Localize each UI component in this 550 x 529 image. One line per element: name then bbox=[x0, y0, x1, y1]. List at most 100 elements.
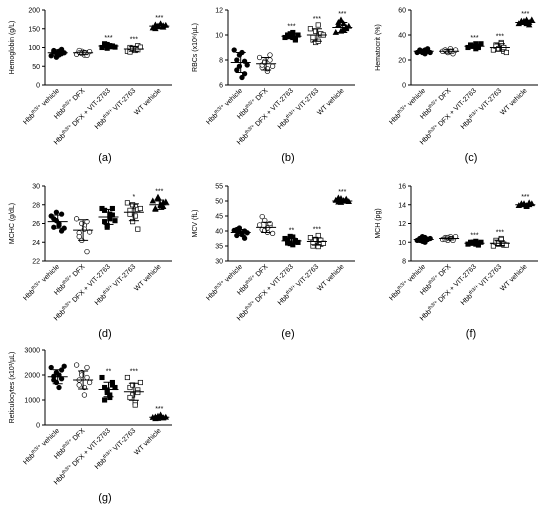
panel: 0 50 100 150 200 Hemoglobin (g/L) Hbbth3/+ veh… bbox=[9, 8, 172, 164]
x-tick-label: Hbbth3/+ vehicle bbox=[21, 262, 61, 302]
y-axis-label: Hematocrit (%) bbox=[375, 24, 382, 71]
significance: *** bbox=[287, 24, 295, 31]
x-tick-label: Hbbth3/+ vehicle bbox=[21, 426, 61, 466]
x-tick-label: WT vehicle bbox=[133, 87, 162, 116]
significance: *** bbox=[521, 194, 529, 201]
data-point bbox=[135, 389, 141, 396]
data-point bbox=[109, 205, 115, 212]
label-part: DFX bbox=[70, 87, 86, 103]
label-part: WT vehicle bbox=[316, 263, 345, 292]
data-point bbox=[137, 205, 143, 212]
y-tick-label: 10 bbox=[215, 33, 223, 40]
y-tick-label: 150 bbox=[28, 26, 40, 33]
label-part: vehicle bbox=[39, 263, 61, 285]
data-point bbox=[267, 57, 273, 63]
data-point bbox=[112, 218, 118, 224]
data-point bbox=[99, 374, 105, 381]
significance: *** bbox=[130, 369, 138, 376]
data-point bbox=[135, 47, 141, 53]
significance: *** bbox=[313, 227, 321, 234]
data-point bbox=[132, 213, 138, 219]
x-tick-label: Hbbth3/+ vehicle bbox=[387, 262, 427, 302]
y-axis-label: MCV (fL) bbox=[192, 210, 199, 238]
x-tick-label: Hbbth3/+ vehicle bbox=[21, 86, 61, 126]
y-tick-label: 12 bbox=[398, 221, 406, 228]
data-point bbox=[234, 57, 240, 63]
label-part: DFX bbox=[436, 263, 452, 279]
x-tick-label: WT vehicle bbox=[316, 87, 345, 116]
x-tick-label: WT vehicle bbox=[133, 263, 162, 292]
y-tick-label: 1000 bbox=[24, 398, 40, 405]
data-point bbox=[86, 379, 93, 386]
y-tick-label: 2000 bbox=[24, 373, 40, 380]
label-part: WT vehicle bbox=[499, 263, 528, 292]
label-part: WT vehicle bbox=[133, 427, 162, 456]
data-point bbox=[84, 364, 90, 371]
data-point bbox=[76, 233, 82, 240]
data-point bbox=[130, 202, 136, 208]
y-tick-label: 55 bbox=[215, 184, 223, 191]
data-point bbox=[81, 392, 88, 398]
y-tick-label: 40 bbox=[215, 229, 223, 236]
label-part: WT vehicle bbox=[316, 87, 345, 116]
panel: 30 35 40 45 50 55 MCV (fL) Hbbth3/+ vehicle Hbbt… bbox=[192, 184, 355, 340]
panel-label: (d) bbox=[98, 328, 111, 340]
data-point bbox=[102, 207, 108, 213]
label-part: WT vehicle bbox=[133, 263, 162, 292]
data-point bbox=[256, 222, 263, 228]
data-point bbox=[267, 52, 273, 58]
data-point bbox=[315, 244, 321, 250]
significance: ** bbox=[289, 227, 295, 234]
x-tick-label: Hbbth3/+ VIT-2763 bbox=[459, 86, 504, 131]
y-tick-label: 0 bbox=[36, 423, 40, 430]
data-point bbox=[124, 374, 130, 381]
panel: 22 24 26 28 30 MCHC (g/dL) Hbbth3/+ vehicle Hbb… bbox=[9, 184, 172, 340]
label-part: VIT-2763 bbox=[477, 263, 503, 289]
data-point bbox=[84, 374, 90, 381]
label-part: VIT-2763 bbox=[111, 87, 137, 113]
panel-label: (a) bbox=[98, 152, 111, 164]
significance: *** bbox=[104, 35, 112, 42]
data-point bbox=[102, 41, 108, 47]
data-point bbox=[310, 34, 316, 41]
label-part: DFX bbox=[436, 87, 452, 103]
panel-label: (g) bbox=[98, 492, 111, 504]
panel-label: (b) bbox=[281, 152, 294, 164]
y-tick-label: 6 bbox=[219, 83, 223, 90]
panel-label: (f) bbox=[466, 328, 476, 340]
significance: *** bbox=[338, 11, 346, 18]
data-point bbox=[102, 219, 108, 225]
data-point bbox=[269, 63, 276, 69]
significance: *** bbox=[155, 15, 163, 22]
significance: *** bbox=[130, 37, 138, 44]
y-tick-label: 14 bbox=[398, 202, 406, 209]
label-part: WT vehicle bbox=[133, 87, 162, 116]
significance: *** bbox=[313, 16, 321, 23]
significance: *** bbox=[155, 406, 163, 413]
y-tick-label: 30 bbox=[32, 184, 40, 191]
data-point bbox=[503, 49, 509, 56]
y-tick-label: 40 bbox=[398, 33, 406, 40]
data-point bbox=[61, 363, 67, 369]
panel: 6 8 10 12 RBCs (x10⁶/µL) Hbbth3/+ vehicle Hbbt… bbox=[192, 8, 355, 164]
y-tick-label: 200 bbox=[28, 8, 40, 15]
label-part: vehicle bbox=[39, 87, 61, 109]
x-tick-label: Hbbth3/+ vehicle bbox=[204, 262, 244, 302]
data-point bbox=[137, 379, 143, 386]
x-tick-label: WT vehicle bbox=[499, 87, 528, 116]
y-axis-label: RBCs (x10⁶/µL) bbox=[192, 23, 199, 72]
label-part: vehicle bbox=[222, 87, 244, 109]
data-point bbox=[244, 62, 250, 68]
panel-label: (c) bbox=[465, 152, 478, 164]
y-axis-label: MCH (pg) bbox=[375, 208, 382, 238]
label-part: WT vehicle bbox=[499, 87, 528, 116]
data-point bbox=[127, 394, 133, 401]
significance: *** bbox=[470, 232, 478, 239]
significance: *** bbox=[155, 188, 163, 195]
data-point bbox=[51, 224, 57, 230]
data-point bbox=[53, 209, 60, 215]
data-point bbox=[58, 211, 65, 217]
y-tick-label: 30 bbox=[215, 259, 223, 266]
data-point bbox=[239, 74, 245, 81]
